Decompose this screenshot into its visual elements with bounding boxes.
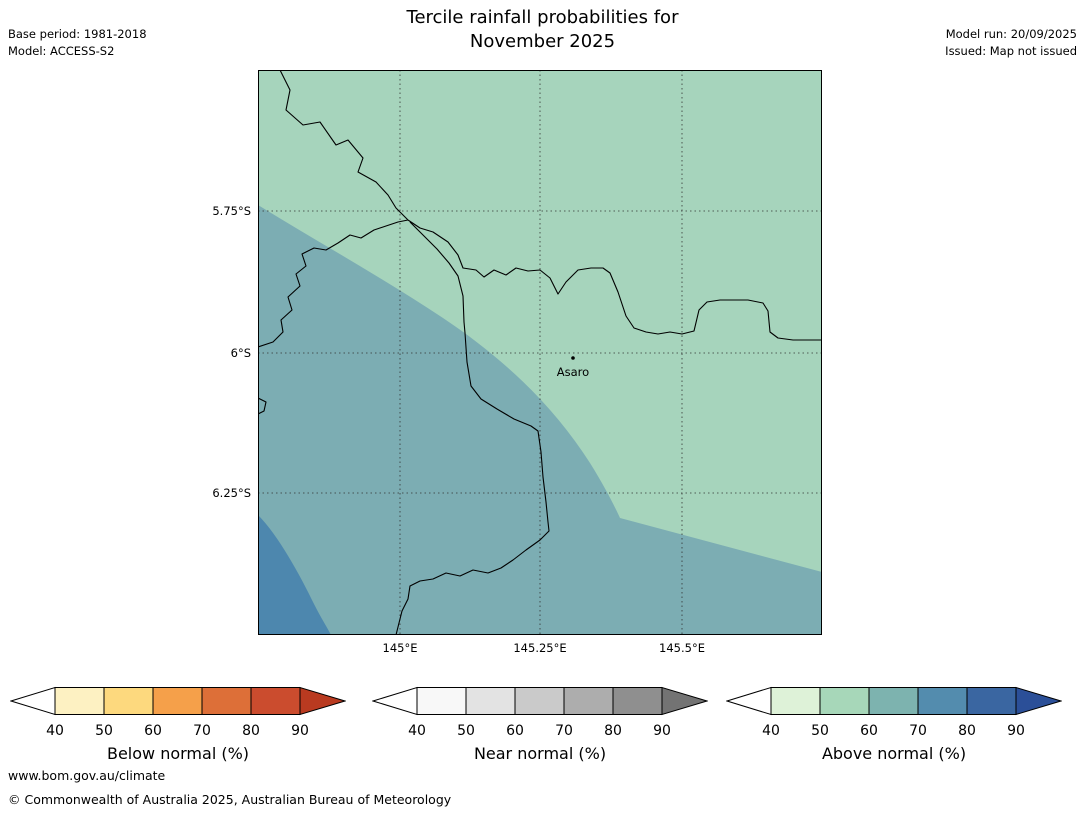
boundary-east-west [407,219,822,341]
boundary-left-edge-stub [258,397,267,415]
colorbar-left-arrow [725,686,772,716]
tick-label: 60 [860,723,878,739]
lat-tick-5-75s: 5.75°S [212,204,251,218]
colorbar-segment [416,687,467,715]
region-above-70-80 [258,515,331,635]
footer-copyright: © Commonwealth of Australia 2025, Austra… [8,792,452,807]
lon-tick-145-25e: 145.25°E [513,641,567,655]
model-text: Model: ACCESS-S2 [8,44,115,58]
colorbar-near-normal-bar [371,686,709,716]
tick-label: 40 [408,723,426,739]
tick-label: 80 [604,723,622,739]
tick-label: 70 [909,723,927,739]
colorbar-above-normal-bar [725,686,1063,716]
tick-label: 40 [762,723,780,739]
colorbar-below-normal-bar [9,686,347,716]
colorbar-segment [868,687,919,715]
colorbar-below-normal-label: Below normal (%) [106,744,250,763]
tick-label: 70 [555,723,573,739]
colorbar-segment [201,687,252,715]
lat-tick-6-25s: 6.25°S [212,486,251,500]
colorbar-right-arrow [299,686,347,716]
tick-label: 60 [144,723,162,739]
boundary-west [258,219,409,348]
colorbar-segment [966,687,1017,715]
tick-label: 50 [457,723,475,739]
asaro-marker-dot [571,356,575,360]
region-above-60-70 [258,205,822,635]
lon-tick-145e: 145°E [382,641,418,655]
page-title: Tercile rainfall probabilities for Novem… [0,6,1085,54]
lon-tick-145-5e: 145.5°E [659,641,705,655]
colorbar-left-arrow [371,686,418,716]
colorbar-segment [612,687,663,715]
footer-url: www.bom.gov.au/climate [8,768,166,783]
title-line1: Tercile rainfall probabilities for [406,7,679,28]
colorbar-near-normal-label: Near normal (%) [473,744,607,763]
colorbar-segment [819,687,870,715]
title-line2: November 2025 [469,31,616,52]
colorbar-segment [250,687,301,715]
colorbar-segment [54,687,105,715]
issued-text: Issued: Map not issued [945,44,1077,58]
colorbar-ticks: 40 50 60 70 80 90 [10,720,346,744]
header-left: Base period: 1981-2018 Model: ACCESS-S2 [8,26,147,60]
tick-label: 50 [95,723,113,739]
colorbar-right-arrow [1015,686,1063,716]
tick-label: 90 [1007,723,1025,739]
lat-tick-6s: 6°S [230,346,251,360]
tick-label: 60 [506,723,524,739]
base-period-text: Base period: 1981-2018 [8,27,147,41]
colorbar-ticks: 40 50 60 70 80 90 [372,720,708,744]
colorbar-segment [770,687,821,715]
tick-label: 70 [193,723,211,739]
admin-boundaries [258,70,822,635]
colorbar-above-normal-label: Above normal (%) [821,744,967,763]
header-right: Model run: 20/09/2025 Issued: Map not is… [945,26,1077,60]
colorbar-segment [514,687,565,715]
colorbar-segment [152,687,203,715]
tick-label: 80 [958,723,976,739]
colorbar-segment [465,687,516,715]
boundary-north [279,70,409,221]
colorbar-below-normal: 40 50 60 70 80 90 Below normal (%) [9,686,347,763]
colorbar-left-arrow [9,686,56,716]
boundary-south [395,221,550,635]
map-canvas: Asaro [258,70,822,635]
map-border [258,70,822,635]
colorbar-right-arrow [661,686,709,716]
tick-label: 40 [46,723,64,739]
model-run-text: Model run: 20/09/2025 [945,27,1077,41]
tick-label: 90 [291,723,309,739]
colorbar-segment [103,687,154,715]
colorbar-above-normal: 40 50 60 70 80 90 Above normal (%) [725,686,1063,763]
map: Asaro 5.75°S 6°S 6.25°S 145°E 145.25°E 1… [212,70,822,655]
tick-label: 50 [811,723,829,739]
asaro-label: Asaro [557,365,589,379]
colorbar-segment [563,687,614,715]
tick-label: 80 [242,723,260,739]
tick-label: 90 [653,723,671,739]
colorbar-ticks: 40 50 60 70 80 90 [726,720,1062,744]
colorbar-segment [917,687,968,715]
colorbar-near-normal: 40 50 60 70 80 90 Near normal (%) [371,686,709,763]
